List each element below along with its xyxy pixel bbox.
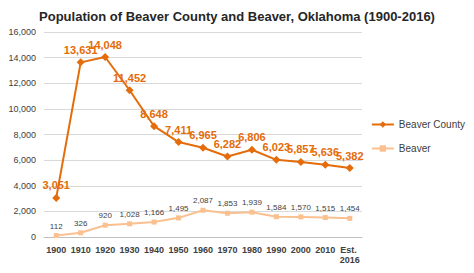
- svg-text:920: 920: [98, 211, 112, 220]
- svg-text:2,087: 2,087: [193, 196, 214, 205]
- svg-text:6,965: 6,965: [189, 129, 217, 141]
- svg-text:1920: 1920: [95, 245, 115, 255]
- svg-text:6,023: 6,023: [263, 141, 291, 153]
- svg-text:1940: 1940: [144, 245, 164, 255]
- svg-text:1,939: 1,939: [242, 198, 263, 207]
- svg-text:Beaver County: Beaver County: [399, 119, 465, 130]
- svg-text:Est.: Est.: [340, 245, 359, 255]
- svg-text:1,166: 1,166: [144, 208, 165, 217]
- svg-text:1,454: 1,454: [340, 204, 361, 213]
- svg-text:14,000: 14,000: [8, 53, 36, 63]
- svg-text:1970: 1970: [217, 245, 237, 255]
- svg-text:326: 326: [74, 219, 88, 228]
- svg-text:1,515: 1,515: [315, 204, 336, 213]
- svg-text:0: 0: [31, 232, 36, 242]
- svg-text:1930: 1930: [120, 245, 140, 255]
- svg-text:12,000: 12,000: [8, 78, 36, 88]
- svg-text:8,648: 8,648: [140, 108, 168, 120]
- svg-text:10,000: 10,000: [8, 104, 36, 114]
- svg-text:8,000: 8,000: [13, 130, 36, 140]
- svg-text:1,570: 1,570: [291, 203, 312, 212]
- svg-text:11,452: 11,452: [113, 72, 146, 84]
- svg-text:112: 112: [50, 222, 63, 231]
- svg-text:6,000: 6,000: [13, 155, 36, 165]
- svg-text:14,048: 14,048: [88, 39, 122, 51]
- svg-text:2000: 2000: [291, 245, 311, 255]
- svg-text:5,636: 5,636: [312, 146, 340, 158]
- svg-text:7,411: 7,411: [165, 124, 192, 136]
- svg-text:1910: 1910: [71, 245, 91, 255]
- svg-text:1990: 1990: [266, 245, 286, 255]
- svg-text:1,028: 1,028: [120, 210, 141, 219]
- svg-text:4,000: 4,000: [13, 181, 36, 191]
- svg-text:6,806: 6,806: [238, 131, 266, 143]
- svg-text:1960: 1960: [193, 245, 213, 255]
- svg-text:1900: 1900: [46, 245, 66, 255]
- svg-text:3,051: 3,051: [42, 179, 70, 191]
- svg-text:1980: 1980: [242, 245, 262, 255]
- svg-text:1,584: 1,584: [266, 203, 287, 212]
- svg-text:2010: 2010: [315, 245, 335, 255]
- svg-text:13,631: 13,631: [63, 43, 98, 56]
- svg-text:6,282: 6,282: [214, 138, 242, 150]
- svg-text:1,495: 1,495: [169, 204, 190, 213]
- svg-text:Population of Beaver County an: Population of Beaver County and Beaver, …: [39, 9, 435, 24]
- svg-text:2,000: 2,000: [13, 206, 36, 216]
- svg-text:2016: 2016: [340, 255, 360, 265]
- svg-text:16,000: 16,000: [8, 27, 36, 37]
- svg-text:Beaver: Beaver: [399, 143, 431, 154]
- svg-text:1950: 1950: [169, 245, 189, 255]
- svg-text:5,382: 5,382: [336, 150, 364, 162]
- svg-text:5,857: 5,857: [287, 143, 315, 155]
- svg-text:1,853: 1,853: [217, 199, 238, 208]
